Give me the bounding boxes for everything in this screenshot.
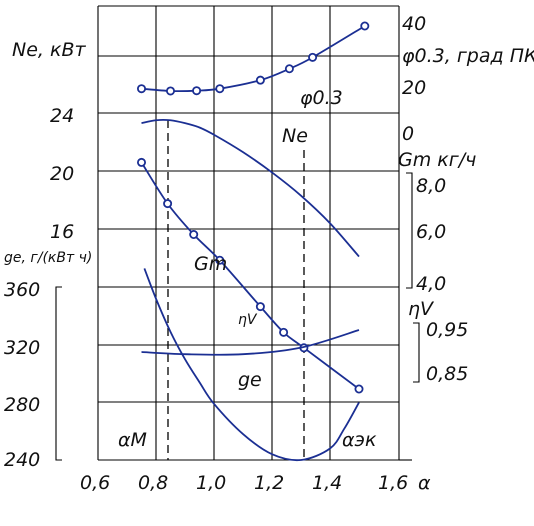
ge-tick: 240 xyxy=(4,449,40,471)
alpha-m-label: αM xyxy=(118,429,147,451)
series-label-ne: Ne xyxy=(282,125,308,147)
series-line-4 xyxy=(143,268,360,462)
alpha-ek-label: αэк xyxy=(342,429,377,451)
ne-axis-label: Ne, кВт xyxy=(12,39,86,61)
gm-tick: 6,0 xyxy=(416,221,446,243)
ne-tick: 16 xyxy=(50,221,74,243)
nv-tick: 0,95 xyxy=(426,319,468,341)
ne-tick: 20 xyxy=(50,163,74,185)
ge-tick: 320 xyxy=(4,337,40,359)
data-point xyxy=(165,86,175,96)
series-label-phi: φ0.3 xyxy=(300,87,343,109)
data-point xyxy=(279,327,289,337)
x-tick: 1,0 xyxy=(196,472,226,494)
x-tick: 1,4 xyxy=(312,472,342,494)
series-line-2 xyxy=(140,161,360,390)
x-tick: 0,8 xyxy=(138,472,168,494)
phi-axis-label: φ0.3, град ПКВ xyxy=(402,45,534,67)
data-point xyxy=(189,229,199,239)
data-point xyxy=(136,157,146,167)
gm-axis-label: Gm кг/ч xyxy=(398,149,476,171)
series-label-nv: ηV xyxy=(238,312,258,328)
series-line-1 xyxy=(141,118,360,258)
series-label-ge: ge xyxy=(238,369,262,391)
x-tick: 1,2 xyxy=(254,472,284,494)
ge-axis: ge, г/(кВт ч) 360 320 280 240 xyxy=(4,250,92,471)
data-point xyxy=(360,21,370,31)
gm-axis-bracket xyxy=(406,172,413,289)
nv-tick: 0,85 xyxy=(426,363,468,385)
x-tick: 1,6 xyxy=(378,472,408,494)
x-axis-label: α xyxy=(418,472,431,494)
x-ticks: 0,6 0,8 1,0 1,2 1,4 1,6 α xyxy=(80,472,431,494)
phi-tick: 20 xyxy=(402,77,426,99)
ge-axis-bracket xyxy=(55,286,62,461)
series-layer xyxy=(136,21,370,462)
nv-axis: ηV 0,95 0,85 xyxy=(408,298,468,385)
phi-tick: 40 xyxy=(402,13,426,35)
phi-tick: 0 xyxy=(402,123,414,145)
nv-axis-label: ηV xyxy=(408,298,435,320)
series-line-3 xyxy=(141,329,360,356)
data-point xyxy=(255,75,265,85)
phi-axis: 40 φ0.3, град ПКВ 20 0 xyxy=(402,13,534,145)
data-point xyxy=(163,199,173,209)
data-point xyxy=(308,52,318,62)
data-point xyxy=(136,84,146,94)
data-point xyxy=(215,84,225,94)
x-tick: 0,6 xyxy=(80,472,110,494)
data-point xyxy=(192,86,202,96)
grid xyxy=(55,5,420,461)
data-point xyxy=(255,302,265,312)
series-labels: φ0.3 Ne Gm ηV ge αM αэк xyxy=(118,87,377,451)
gm-axis: Gm кг/ч 8,0 6,0 4,0 xyxy=(398,149,476,295)
ge-tick: 360 xyxy=(4,279,40,301)
data-point xyxy=(354,384,364,394)
gm-tick: 4,0 xyxy=(416,273,446,295)
series-label-gm: Gm xyxy=(194,253,227,275)
ge-tick: 280 xyxy=(4,394,40,416)
series-line-0 xyxy=(141,25,366,93)
gm-tick: 8,0 xyxy=(416,175,446,197)
ne-axis: Ne, кВт 24 20 16 xyxy=(12,39,86,243)
data-point xyxy=(284,64,294,74)
data-point xyxy=(215,255,225,265)
ge-axis-label: ge, г/(кВт ч) xyxy=(4,250,92,266)
nv-axis-bracket xyxy=(413,322,420,383)
ne-tick: 24 xyxy=(50,105,74,127)
